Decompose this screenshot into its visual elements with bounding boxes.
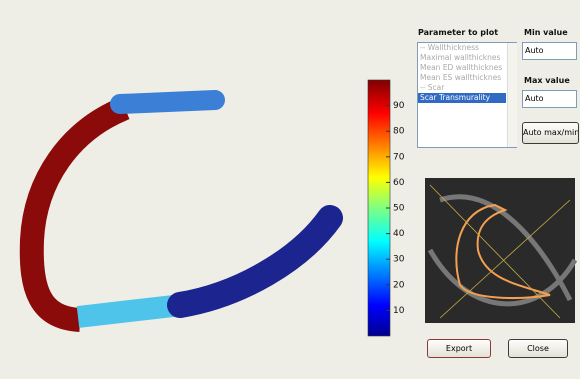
- parameter-item[interactable]: Mean ES wallthicknes: [418, 73, 506, 83]
- app-window: 10 20 30 40 50 60 70 80 90 Parameter to plot -- …: [0, 0, 580, 379]
- colorbar-tick-label: 40: [393, 229, 405, 239]
- export-button[interactable]: Export: [427, 339, 491, 358]
- colorbar-tick-label: 50: [393, 204, 405, 214]
- colorbar-tick-label: 70: [393, 152, 405, 162]
- auto-button[interactable]: Auto max/min: [522, 122, 579, 144]
- colorbar-tick-label: 80: [393, 127, 405, 137]
- parameter-item[interactable]: Mean ED wallthicknes: [418, 63, 506, 73]
- colorbar-tick-label: 10: [393, 306, 405, 316]
- segment-navy: [180, 218, 330, 305]
- parameter-item[interactable]: -- Wallthickness: [418, 43, 506, 53]
- colorbar-tick-label: 30: [393, 255, 405, 265]
- parameter-label: Parameter to plot: [418, 28, 498, 37]
- max-label: Max value: [524, 76, 570, 85]
- parameter-item[interactable]: -- Scar: [418, 83, 506, 93]
- scrollbar[interactable]: [507, 43, 517, 147]
- colorbar-tick-label: 90: [393, 101, 405, 111]
- min-label: Min value: [524, 28, 568, 37]
- segment-red: [32, 108, 125, 320]
- close-button[interactable]: Close: [508, 339, 568, 358]
- segment-cyan: [78, 305, 182, 317]
- colorbar-tick-label: 20: [393, 280, 405, 290]
- parameter-item[interactable]: Maximal wallthicknes: [418, 53, 506, 63]
- min-input[interactable]: Auto: [522, 42, 577, 60]
- parameter-item[interactable]: Scar Transmurality: [418, 93, 506, 103]
- segment-blue: [120, 100, 215, 104]
- max-input[interactable]: Auto: [522, 90, 577, 108]
- colorbar-tick-label: 60: [393, 178, 405, 188]
